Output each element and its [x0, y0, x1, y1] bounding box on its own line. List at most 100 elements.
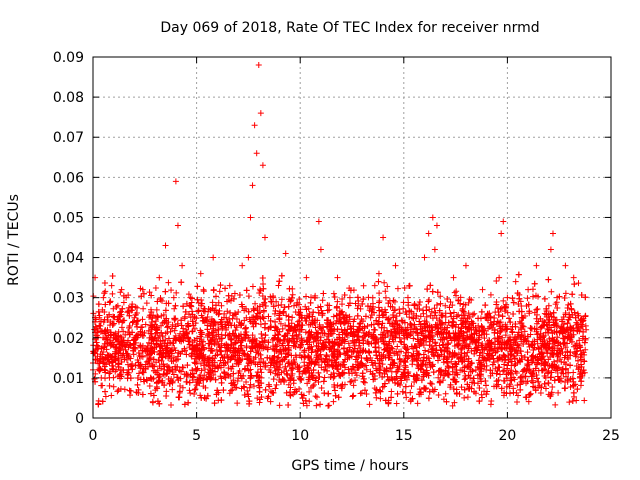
data-point	[464, 363, 471, 370]
data-point	[429, 363, 436, 370]
data-point	[392, 379, 399, 386]
data-point	[405, 369, 412, 376]
data-point	[558, 345, 565, 352]
data-point	[451, 289, 458, 296]
data-point	[334, 326, 341, 333]
data-point	[511, 355, 518, 362]
data-point	[257, 366, 264, 373]
data-point	[309, 346, 316, 353]
data-point	[357, 348, 364, 355]
data-point	[171, 305, 178, 312]
data-point	[201, 308, 208, 315]
data-point	[277, 337, 284, 344]
data-point	[291, 327, 298, 334]
data-point	[99, 306, 106, 313]
data-point	[255, 378, 262, 385]
data-point	[523, 394, 530, 401]
data-point	[298, 341, 305, 348]
data-point	[299, 395, 306, 402]
data-point	[533, 306, 540, 313]
data-point	[175, 394, 182, 401]
data-point	[380, 338, 387, 345]
data-point	[339, 295, 346, 302]
data-point	[577, 361, 584, 368]
data-point	[223, 344, 230, 351]
data-point	[241, 351, 248, 358]
data-point	[172, 367, 179, 374]
data-point	[575, 280, 582, 287]
data-point	[504, 309, 511, 316]
data-point	[349, 393, 356, 400]
data-point	[285, 401, 292, 408]
data-point	[548, 288, 555, 295]
data-point	[98, 345, 105, 352]
data-point	[468, 326, 475, 333]
data-point	[417, 313, 424, 320]
data-point	[350, 382, 357, 389]
data-point	[386, 338, 393, 345]
data-point	[503, 371, 510, 378]
data-point	[500, 368, 507, 375]
data-point	[432, 321, 439, 328]
data-point	[453, 361, 460, 368]
data-point	[380, 329, 387, 336]
data-point	[573, 321, 580, 328]
data-point	[556, 356, 563, 363]
data-point	[342, 312, 349, 319]
data-point	[359, 300, 366, 307]
data-point	[446, 330, 453, 337]
data-point	[180, 364, 187, 371]
data-point	[308, 343, 315, 350]
data-point	[384, 283, 391, 290]
data-point	[296, 352, 303, 359]
data-point	[194, 296, 201, 303]
chart-title: Day 069 of 2018, Rate Of TEC Index for r…	[160, 20, 539, 36]
data-point	[372, 344, 379, 351]
data-point	[352, 377, 359, 384]
data-point	[381, 279, 388, 286]
data-point	[134, 381, 141, 388]
data-point	[562, 373, 569, 380]
data-point	[380, 311, 387, 318]
data-point	[160, 349, 167, 356]
data-point	[92, 323, 99, 330]
data-point	[426, 297, 433, 304]
data-point	[426, 359, 433, 366]
data-point	[451, 360, 458, 367]
data-point	[379, 312, 386, 319]
data-point	[361, 379, 368, 386]
data-point	[360, 282, 367, 289]
data-point	[195, 308, 202, 315]
data-point	[178, 322, 185, 329]
data-point	[168, 287, 175, 294]
data-point	[230, 370, 237, 377]
data-point	[394, 285, 401, 292]
data-point	[316, 321, 323, 328]
data-point	[534, 331, 541, 338]
data-point	[217, 347, 224, 354]
data-point	[448, 358, 455, 365]
data-point	[132, 334, 139, 341]
data-point	[153, 306, 160, 313]
data-point	[319, 297, 326, 304]
data-point	[97, 366, 104, 373]
data-point	[158, 329, 165, 336]
data-point	[578, 351, 585, 358]
data-point	[397, 338, 404, 345]
data-point	[413, 326, 420, 333]
data-point	[225, 365, 232, 372]
data-point	[314, 347, 321, 354]
data-point	[331, 383, 338, 390]
data-point	[531, 280, 538, 287]
data-point	[340, 320, 347, 327]
data-point	[157, 342, 164, 349]
data-point	[528, 359, 535, 366]
data-point	[448, 313, 455, 320]
data-point	[204, 333, 211, 340]
data-point	[347, 323, 354, 330]
data-point	[91, 375, 98, 382]
data-point	[106, 370, 113, 377]
data-point	[188, 350, 195, 357]
data-point	[554, 367, 561, 374]
data-point	[316, 373, 323, 380]
